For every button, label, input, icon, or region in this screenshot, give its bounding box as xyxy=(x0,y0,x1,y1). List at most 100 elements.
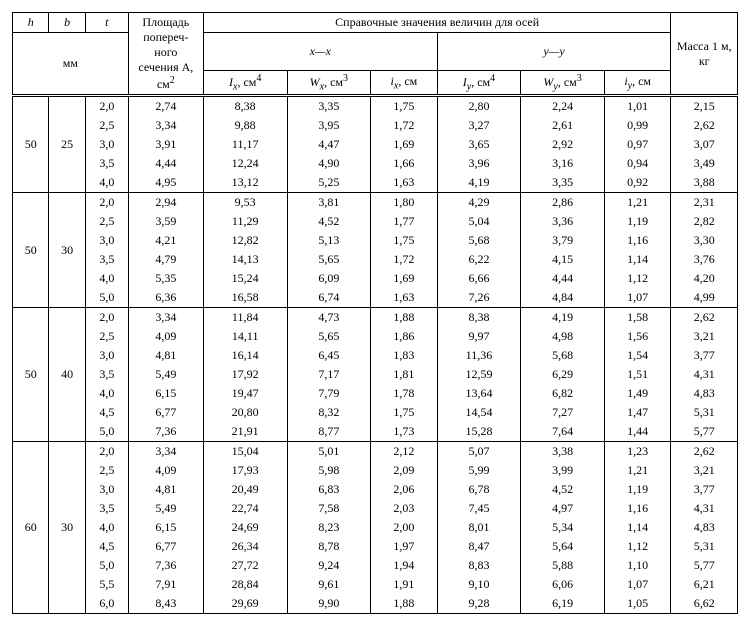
cell-m: 2,62 xyxy=(671,442,738,462)
cell-ix: 1,66 xyxy=(371,154,437,173)
cell-t: 2,0 xyxy=(85,96,128,117)
cell-Ix: 20,49 xyxy=(203,480,287,499)
cell-Wx: 3,35 xyxy=(287,96,371,117)
cell-h: 50 xyxy=(13,308,49,442)
cell-Wx: 8,23 xyxy=(287,518,371,537)
cell-m: 2,82 xyxy=(671,212,738,231)
cell-t: 2,0 xyxy=(85,308,128,328)
cell-t: 4,0 xyxy=(85,173,128,193)
axis-x-label: x—x xyxy=(310,44,331,58)
cell-m: 6,62 xyxy=(671,594,738,614)
cell-Wx: 4,90 xyxy=(287,154,371,173)
cell-Iy: 3,27 xyxy=(437,116,521,135)
cell-Ix: 12,82 xyxy=(203,231,287,250)
cell-Ix: 14,13 xyxy=(203,250,287,269)
cell-t: 4,5 xyxy=(85,403,128,422)
cell-Wy: 4,52 xyxy=(521,480,605,499)
cell-ix: 1,86 xyxy=(371,327,437,346)
cell-t: 4,0 xyxy=(85,269,128,288)
cell-t: 4,0 xyxy=(85,384,128,403)
cell-b: 30 xyxy=(49,442,85,614)
cell-Ix: 17,92 xyxy=(203,365,287,384)
cell-Wy: 3,99 xyxy=(521,461,605,480)
cell-A: 3,91 xyxy=(128,135,203,154)
cell-Wx: 4,52 xyxy=(287,212,371,231)
cell-Wx: 5,25 xyxy=(287,173,371,193)
cell-Wy: 6,29 xyxy=(521,365,605,384)
cell-t: 2,5 xyxy=(85,461,128,480)
cell-A: 4,21 xyxy=(128,231,203,250)
cell-iy: 1,58 xyxy=(604,308,671,328)
cell-A: 7,91 xyxy=(128,575,203,594)
cell-Wy: 2,92 xyxy=(521,135,605,154)
cell-t: 3,0 xyxy=(85,231,128,250)
cell-Iy: 7,45 xyxy=(437,499,521,518)
cell-ix: 1,78 xyxy=(371,384,437,403)
col-Wy: Wy, см3 xyxy=(521,70,605,95)
table-header: h b t Площадь попереч- ного сечения A, с… xyxy=(13,13,738,96)
area-sup: 2 xyxy=(170,75,175,86)
cell-b: 25 xyxy=(49,96,85,193)
cell-m: 3,07 xyxy=(671,135,738,154)
cell-A: 7,36 xyxy=(128,556,203,575)
cell-Wx: 5,13 xyxy=(287,231,371,250)
cell-t: 2,5 xyxy=(85,116,128,135)
h-label: h xyxy=(28,15,34,29)
cell-A: 4,09 xyxy=(128,461,203,480)
cell-A: 5,49 xyxy=(128,499,203,518)
col-Ix: Ix, см4 xyxy=(203,70,287,95)
col-Wx: Wx, см3 xyxy=(287,70,371,95)
cell-iy: 0,92 xyxy=(604,173,671,193)
t-label: t xyxy=(105,15,108,29)
cell-Iy: 12,59 xyxy=(437,365,521,384)
cell-Wy: 5,34 xyxy=(521,518,605,537)
cell-ix: 1,75 xyxy=(371,231,437,250)
cell-ix: 1,88 xyxy=(371,594,437,614)
cell-Iy: 4,29 xyxy=(437,193,521,213)
cell-Ix: 22,74 xyxy=(203,499,287,518)
cell-Ix: 27,72 xyxy=(203,556,287,575)
cell-Ix: 12,24 xyxy=(203,154,287,173)
cell-iy: 1,16 xyxy=(604,231,671,250)
cell-t: 4,0 xyxy=(85,518,128,537)
cell-Ix: 19,47 xyxy=(203,384,287,403)
cell-Wx: 8,77 xyxy=(287,422,371,442)
col-ix: ix, см xyxy=(371,70,437,95)
cell-Wx: 9,24 xyxy=(287,556,371,575)
cell-Iy: 9,97 xyxy=(437,327,521,346)
cell-A: 2,94 xyxy=(128,193,203,213)
cell-iy: 1,56 xyxy=(604,327,671,346)
cell-iy: 1,47 xyxy=(604,403,671,422)
cell-h: 50 xyxy=(13,96,49,193)
cell-Wy: 7,64 xyxy=(521,422,605,442)
col-h: h xyxy=(13,13,49,33)
cell-ix: 1,75 xyxy=(371,96,437,117)
cell-Ix: 21,91 xyxy=(203,422,287,442)
cell-t: 5,0 xyxy=(85,288,128,308)
cell-A: 4,09 xyxy=(128,327,203,346)
cell-m: 4,20 xyxy=(671,269,738,288)
cell-A: 2,74 xyxy=(128,96,203,117)
col-area: Площадь попереч- ного сечения A, см2 xyxy=(128,13,203,96)
cell-m: 4,99 xyxy=(671,288,738,308)
cell-iy: 1,16 xyxy=(604,499,671,518)
cell-Iy: 14,54 xyxy=(437,403,521,422)
cell-t: 2,0 xyxy=(85,193,128,213)
cell-Wx: 5,98 xyxy=(287,461,371,480)
cell-Ix: 11,17 xyxy=(203,135,287,154)
cell-Ix: 14,11 xyxy=(203,327,287,346)
section-properties-table: h b t Площадь попереч- ного сечения A, с… xyxy=(12,12,738,614)
cell-Iy: 5,04 xyxy=(437,212,521,231)
cell-A: 3,34 xyxy=(128,442,203,462)
cell-Ix: 20,80 xyxy=(203,403,287,422)
cell-ix: 1,77 xyxy=(371,212,437,231)
cell-m: 3,77 xyxy=(671,346,738,365)
cell-Ix: 16,58 xyxy=(203,288,287,308)
cell-m: 2,31 xyxy=(671,193,738,213)
cell-Wx: 6,45 xyxy=(287,346,371,365)
cell-ix: 1,63 xyxy=(371,173,437,193)
cell-t: 3,0 xyxy=(85,346,128,365)
cell-t: 4,5 xyxy=(85,537,128,556)
cell-Wx: 6,74 xyxy=(287,288,371,308)
cell-iy: 1,49 xyxy=(604,384,671,403)
